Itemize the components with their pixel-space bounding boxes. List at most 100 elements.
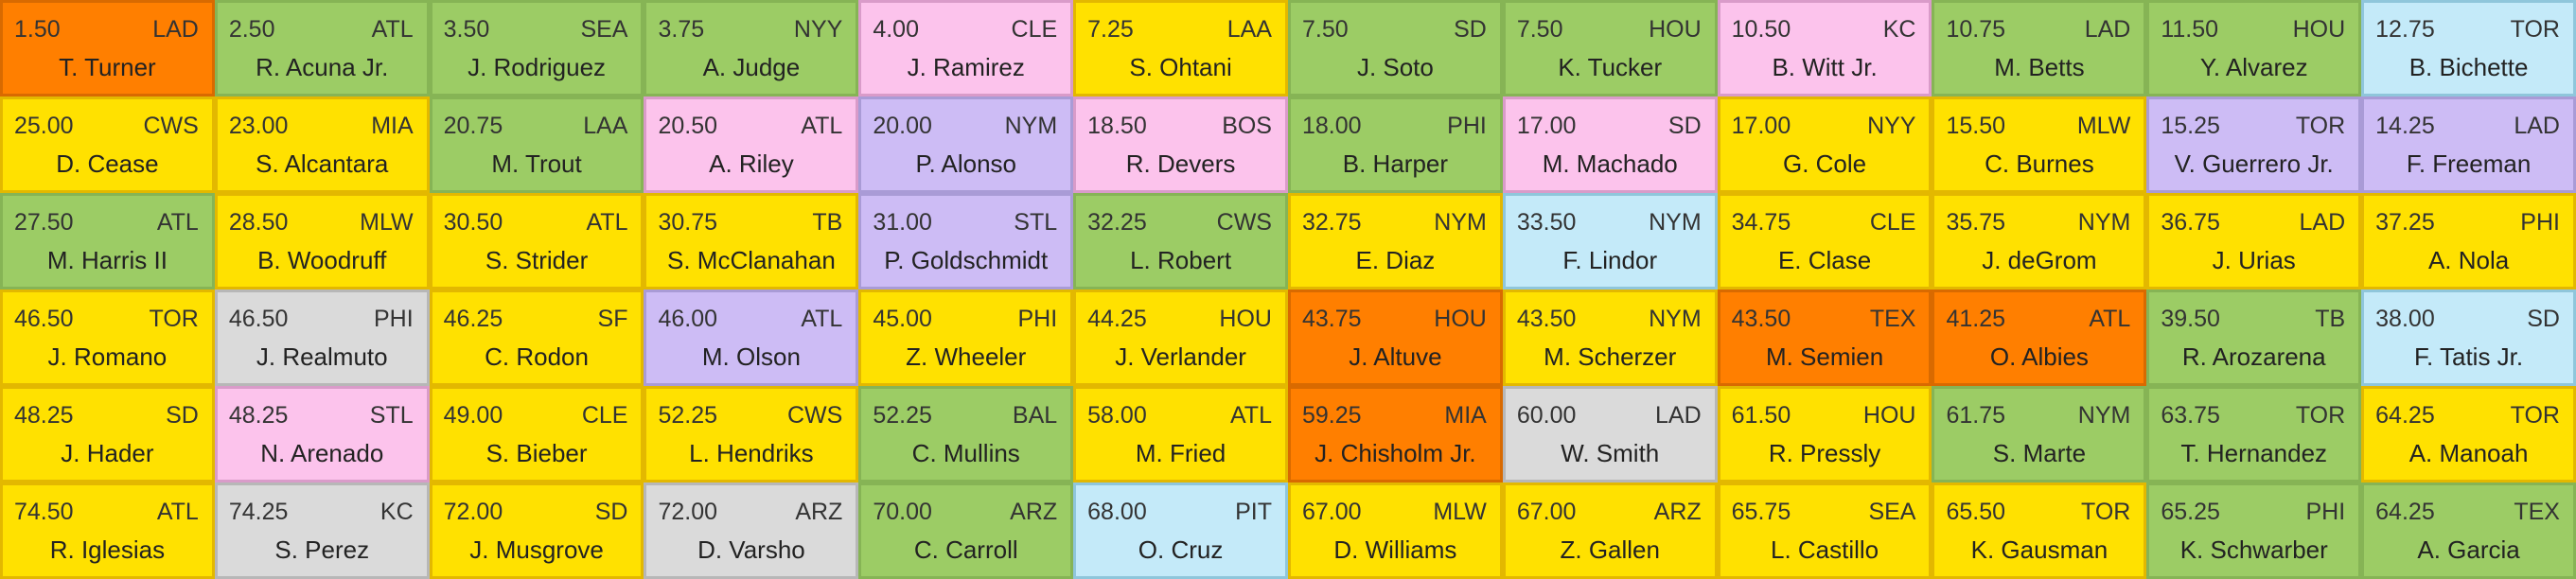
player-cell[interactable]: 39.50 TB R. Arozarena	[2146, 290, 2362, 386]
player-name: D. Williams	[1333, 535, 1457, 564]
player-name: K. Schwarber	[2179, 535, 2328, 564]
team-abbreviation: HOU	[1649, 16, 1702, 43]
adp-value: 67.00	[1516, 499, 1577, 525]
player-cell[interactable]: 74.50 ATL R. Iglesias	[0, 482, 215, 579]
team-abbreviation: CWS	[1216, 209, 1272, 236]
player-cell[interactable]: 20.75 LAA M. Trout	[429, 96, 644, 193]
player-cell[interactable]: 48.25 STL N. Arenado	[214, 386, 430, 482]
player-cell[interactable]: 1.50 LAD T. Turner	[0, 0, 215, 96]
player-name: K. Gausman	[1970, 535, 2108, 564]
player-cell[interactable]: 2.50 ATL R. Acuna Jr.	[214, 0, 430, 96]
player-cell[interactable]: 15.25 TOR V. Guerrero Jr.	[2146, 96, 2362, 193]
player-cell[interactable]: 36.75 LAD J. Urias	[2146, 193, 2362, 290]
player-cell[interactable]: 4.00 CLE J. Ramirez	[858, 0, 1074, 96]
player-cell[interactable]: 61.50 HOU R. Pressly	[1717, 386, 1932, 482]
player-cell[interactable]: 32.25 CWS L. Robert	[1073, 193, 1288, 290]
player-cell[interactable]: 46.50 PHI J. Realmuto	[214, 290, 430, 386]
adp-value: 7.25	[1087, 16, 1134, 43]
player-cell[interactable]: 61.75 NYM S. Marte	[1932, 386, 2147, 482]
player-cell[interactable]: 46.50 TOR J. Romano	[0, 290, 215, 386]
adp-value: 72.00	[443, 499, 503, 525]
player-cell[interactable]: 52.25 CWS L. Hendriks	[644, 386, 859, 482]
player-cell[interactable]: 23.00 MIA S. Alcantara	[214, 96, 430, 193]
player-cell[interactable]: 64.25 TEX A. Garcia	[2361, 482, 2576, 579]
player-cell[interactable]: 65.25 PHI K. Schwarber	[2146, 482, 2362, 579]
player-cell[interactable]: 49.00 CLE S. Bieber	[429, 386, 644, 482]
player-cell[interactable]: 14.25 LAD F. Freeman	[2361, 96, 2576, 193]
player-cell[interactable]: 25.00 CWS D. Cease	[0, 96, 215, 193]
player-cell[interactable]: 3.50 SEA J. Rodriguez	[429, 0, 644, 96]
player-cell[interactable]: 48.25 SD J. Hader	[0, 386, 215, 482]
player-cell[interactable]: 12.75 TOR B. Bichette	[2361, 0, 2576, 96]
player-cell[interactable]: 46.25 SF C. Rodon	[429, 290, 644, 386]
player-cell[interactable]: 7.50 HOU K. Tucker	[1502, 0, 1718, 96]
team-abbreviation: PIT	[1235, 499, 1272, 525]
player-cell[interactable]: 68.00 PIT O. Cruz	[1073, 482, 1288, 579]
player-cell[interactable]: 64.25 TOR A. Manoah	[2361, 386, 2576, 482]
player-cell[interactable]: 30.75 TB S. McClanahan	[644, 193, 859, 290]
player-cell[interactable]: 67.00 ARZ Z. Gallen	[1502, 482, 1718, 579]
player-cell[interactable]: 41.25 ATL O. Albies	[1932, 290, 2147, 386]
player-cell[interactable]: 35.75 NYM J. deGrom	[1932, 193, 2147, 290]
player-cell[interactable]: 60.00 LAD W. Smith	[1502, 386, 1718, 482]
player-cell[interactable]: 7.25 LAA S. Ohtani	[1073, 0, 1288, 96]
player-cell[interactable]: 72.00 ARZ D. Varsho	[644, 482, 859, 579]
player-cell[interactable]: 43.50 TEX M. Semien	[1717, 290, 1932, 386]
adp-value: 36.75	[2161, 209, 2220, 236]
player-cell[interactable]: 18.50 BOS R. Devers	[1073, 96, 1288, 193]
adp-value: 65.75	[1731, 499, 1791, 525]
player-cell[interactable]: 58.00 ATL M. Fried	[1073, 386, 1288, 482]
player-cell[interactable]: 28.50 MLW B. Woodruff	[214, 193, 430, 290]
player-cell[interactable]: 65.75 SEA L. Castillo	[1717, 482, 1932, 579]
adp-value: 33.50	[1516, 209, 1577, 236]
adp-value: 59.25	[1301, 402, 1362, 429]
team-abbreviation: TOR	[2295, 402, 2346, 429]
player-cell[interactable]: 20.50 ATL A. Riley	[644, 96, 859, 193]
player-cell[interactable]: 43.50 NYM M. Scherzer	[1502, 290, 1718, 386]
player-name: S. Marte	[1992, 439, 2087, 467]
player-cell[interactable]: 63.75 TOR T. Hernandez	[2146, 386, 2362, 482]
player-cell[interactable]: 52.25 BAL C. Mullins	[858, 386, 1074, 482]
team-abbreviation: SF	[597, 306, 628, 332]
adp-value: 35.75	[1946, 209, 2006, 236]
player-cell[interactable]: 59.25 MIA J. Chisholm Jr.	[1287, 386, 1503, 482]
player-cell[interactable]: 17.00 NYY G. Cole	[1717, 96, 1932, 193]
player-cell[interactable]: 70.00 ARZ C. Carroll	[858, 482, 1074, 579]
player-name: S. Alcantara	[256, 149, 389, 178]
player-cell[interactable]: 46.00 ATL M. Olson	[644, 290, 859, 386]
player-cell[interactable]: 30.50 ATL S. Strider	[429, 193, 644, 290]
player-cell[interactable]: 67.00 MLW D. Williams	[1287, 482, 1503, 579]
adp-value: 52.25	[873, 402, 932, 429]
player-cell[interactable]: 74.25 KC S. Perez	[214, 482, 430, 579]
team-abbreviation: TOR	[2510, 402, 2560, 429]
player-cell[interactable]: 27.50 ATL M. Harris II	[0, 193, 215, 290]
player-cell[interactable]: 7.50 SD J. Soto	[1287, 0, 1503, 96]
player-name: R. Iglesias	[49, 535, 166, 564]
player-cell[interactable]: 38.00 SD F. Tatis Jr.	[2361, 290, 2576, 386]
player-cell[interactable]: 18.00 PHI B. Harper	[1287, 96, 1503, 193]
player-cell[interactable]: 10.50 KC B. Witt Jr.	[1717, 0, 1932, 96]
player-name: K. Tucker	[1558, 53, 1663, 81]
player-cell[interactable]: 65.50 TOR K. Gausman	[1932, 482, 2147, 579]
player-cell[interactable]: 43.75 HOU J. Altuve	[1287, 290, 1503, 386]
player-cell[interactable]: 37.25 PHI A. Nola	[2361, 193, 2576, 290]
player-cell[interactable]: 3.75 NYY A. Judge	[644, 0, 859, 96]
player-cell[interactable]: 17.00 SD M. Machado	[1502, 96, 1718, 193]
player-cell[interactable]: 15.50 MLW C. Burnes	[1932, 96, 2147, 193]
team-abbreviation: CWS	[787, 402, 843, 429]
adp-value: 46.50	[228, 306, 289, 332]
player-cell[interactable]: 44.25 HOU J. Verlander	[1073, 290, 1288, 386]
player-cell[interactable]: 33.50 NYM F. Lindor	[1502, 193, 1718, 290]
player-cell[interactable]: 31.00 STL P. Goldschmidt	[858, 193, 1074, 290]
player-cell[interactable]: 20.00 NYM P. Alonso	[858, 96, 1074, 193]
player-name: C. Carroll	[913, 535, 1018, 564]
adp-value: 63.75	[2161, 402, 2220, 429]
player-cell[interactable]: 11.50 HOU Y. Alvarez	[2146, 0, 2362, 96]
team-abbreviation: MIA	[371, 113, 414, 139]
player-cell[interactable]: 72.00 SD J. Musgrove	[429, 482, 644, 579]
adp-value: 10.50	[1731, 16, 1791, 43]
player-cell[interactable]: 45.00 PHI Z. Wheeler	[858, 290, 1074, 386]
player-cell[interactable]: 32.75 NYM E. Diaz	[1287, 193, 1503, 290]
player-cell[interactable]: 10.75 LAD M. Betts	[1932, 0, 2147, 96]
player-cell[interactable]: 34.75 CLE E. Clase	[1717, 193, 1932, 290]
